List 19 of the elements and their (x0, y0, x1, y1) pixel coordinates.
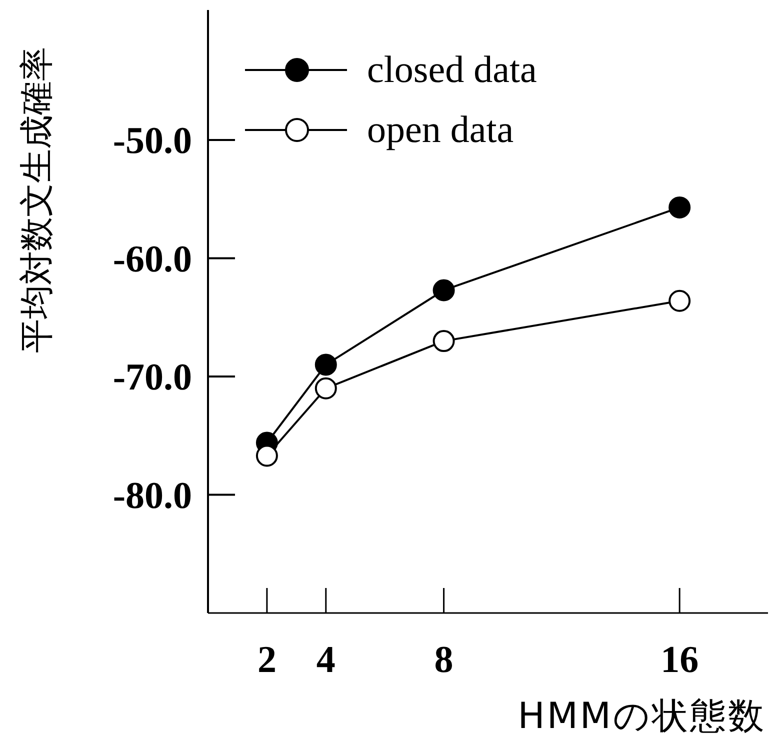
legend-label: open data (367, 109, 514, 151)
x-tick-label: 4 (316, 639, 336, 681)
y-tick-label: -70.0 (112, 356, 192, 399)
point (432, 330, 455, 352)
point (668, 196, 691, 218)
legend-label: closed data (367, 49, 537, 91)
point (256, 444, 278, 467)
point (668, 290, 691, 312)
y-tick-label: -50.0 (112, 120, 192, 162)
y-tick-label: -80.0 (112, 474, 192, 517)
point (432, 279, 455, 302)
y-tick-label: -60.0 (112, 238, 192, 280)
x-axis-title: HMMの状態数 (518, 696, 766, 736)
x-tick-label: 2 (257, 639, 276, 681)
x-tick-label: 16 (660, 639, 699, 681)
point (314, 377, 337, 400)
point (314, 354, 337, 376)
y-axis-title: 平均対数文生成確率 (17, 47, 57, 353)
x-tick-label: 8 (434, 639, 454, 681)
